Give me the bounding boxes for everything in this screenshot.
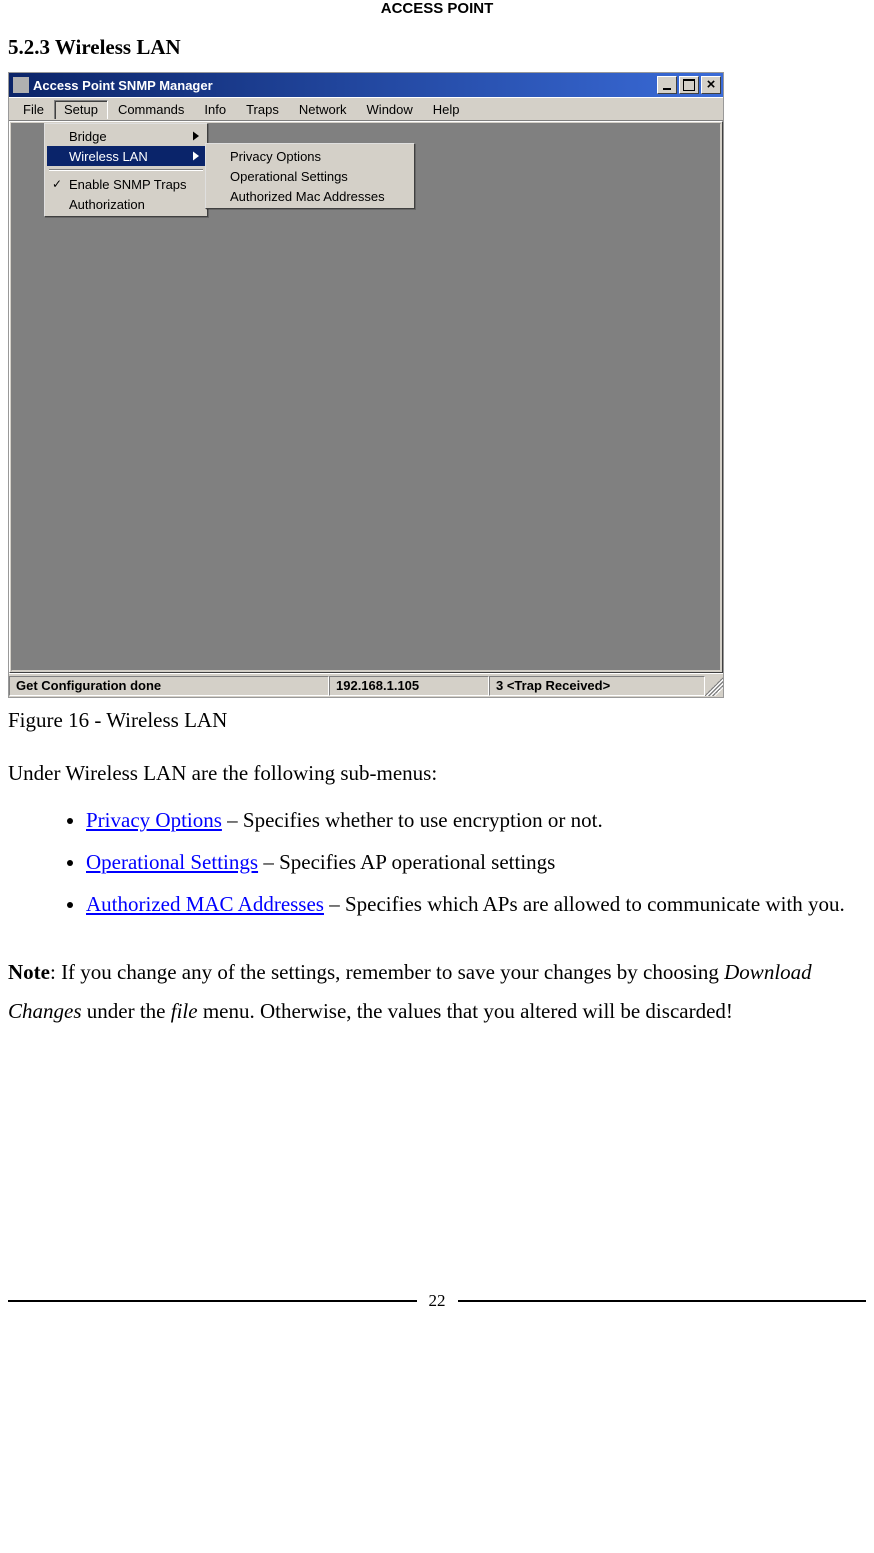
section-heading: 5.2.3 Wireless LAN bbox=[8, 35, 866, 60]
intro-text: Under Wireless LAN are the following sub… bbox=[8, 761, 866, 786]
window-title: Access Point SNMP Manager bbox=[33, 78, 657, 93]
menu-network[interactable]: Network bbox=[289, 100, 357, 119]
menuitem-label: Authorized Mac Addresses bbox=[230, 189, 385, 204]
menu-commands[interactable]: Commands bbox=[108, 100, 194, 119]
page-number: 22 bbox=[429, 1291, 446, 1311]
maximize-button[interactable] bbox=[679, 76, 699, 94]
status-ip: 192.168.1.105 bbox=[329, 676, 489, 696]
menu-window[interactable]: Window bbox=[357, 100, 423, 119]
link-authorized-mac-addresses[interactable]: Authorized MAC Addresses bbox=[86, 892, 324, 916]
menuitem-authorization[interactable]: Authorization bbox=[47, 194, 205, 214]
list-item: Operational Settings – Specifies AP oper… bbox=[86, 844, 866, 882]
statusbar: Get Configuration done 192.168.1.105 3 <… bbox=[9, 673, 723, 697]
list-item: Authorized MAC Addresses – Specifies whi… bbox=[86, 886, 866, 924]
menuitem-label: Privacy Options bbox=[230, 149, 321, 164]
submenu-arrow-icon bbox=[193, 132, 199, 141]
page-header: ACCESS POINT bbox=[8, 0, 866, 35]
close-button[interactable] bbox=[701, 76, 721, 94]
menubar: File Setup Commands Info Traps Network W… bbox=[9, 97, 723, 121]
menu-help[interactable]: Help bbox=[423, 100, 470, 119]
list-text: – Specifies which APs are allowed to com… bbox=[324, 892, 845, 916]
resize-grip-icon[interactable] bbox=[705, 676, 723, 696]
note-text: under the bbox=[82, 999, 171, 1023]
window-controls bbox=[657, 76, 721, 94]
client-frame: Bridge Wireless LAN ✓ Enabl bbox=[9, 121, 723, 673]
list-text: – Specifies whether to use encryption or… bbox=[222, 808, 603, 832]
window-titlebar: Access Point SNMP Manager bbox=[9, 73, 723, 97]
menu-file[interactable]: File bbox=[13, 100, 54, 119]
menuitem-label: Operational Settings bbox=[230, 169, 348, 184]
screenshot-window: Access Point SNMP Manager File Setup Com… bbox=[8, 72, 724, 698]
menuitem-label: Wireless LAN bbox=[69, 149, 148, 164]
menu-traps[interactable]: Traps bbox=[236, 100, 289, 119]
mdi-client-area: Bridge Wireless LAN ✓ Enabl bbox=[12, 124, 720, 670]
footer-rule bbox=[8, 1300, 417, 1302]
menuitem-label: Authorization bbox=[69, 197, 145, 212]
list-item: Privacy Options – Specifies whether to u… bbox=[86, 802, 866, 840]
status-message: Get Configuration done bbox=[9, 676, 329, 696]
link-privacy-options[interactable]: Privacy Options bbox=[86, 808, 222, 832]
app-icon bbox=[13, 77, 29, 93]
list-text: – Specifies AP operational settings bbox=[258, 850, 555, 874]
submenu-operational-settings[interactable]: Operational Settings bbox=[208, 166, 412, 186]
submenu-privacy-options[interactable]: Privacy Options bbox=[208, 146, 412, 166]
menuitem-label: Bridge bbox=[69, 129, 107, 144]
menuitem-enable-snmp-traps[interactable]: ✓ Enable SNMP Traps bbox=[47, 174, 205, 194]
menu-separator bbox=[49, 169, 203, 171]
check-icon: ✓ bbox=[52, 177, 62, 191]
note-text: menu. Otherwise, the values that you alt… bbox=[198, 999, 733, 1023]
submenu-arrow-icon bbox=[193, 152, 199, 161]
link-operational-settings[interactable]: Operational Settings bbox=[86, 850, 258, 874]
note-italic: file bbox=[171, 999, 198, 1023]
menu-setup[interactable]: Setup bbox=[54, 100, 108, 119]
status-trap: 3 <Trap Received> bbox=[489, 676, 705, 696]
minimize-button[interactable] bbox=[657, 76, 677, 94]
footer-rule bbox=[458, 1300, 867, 1302]
note-text: : If you change any of the settings, rem… bbox=[50, 960, 724, 984]
menu-info[interactable]: Info bbox=[194, 100, 236, 119]
submenu-list: Privacy Options – Specifies whether to u… bbox=[8, 802, 866, 923]
page-footer: 22 bbox=[8, 1291, 866, 1315]
menuitem-wireless-lan[interactable]: Wireless LAN bbox=[47, 146, 205, 166]
wireless-lan-submenu: Privacy Options Operational Settings Aut… bbox=[205, 143, 415, 209]
note-bold: Note bbox=[8, 960, 50, 984]
submenu-authorized-mac-addresses[interactable]: Authorized Mac Addresses bbox=[208, 186, 412, 206]
setup-dropdown: Bridge Wireless LAN ✓ Enabl bbox=[44, 123, 208, 217]
note-paragraph: Note: If you change any of the settings,… bbox=[8, 953, 866, 1031]
menuitem-bridge[interactable]: Bridge bbox=[47, 126, 205, 146]
figure-caption: Figure 16 - Wireless LAN bbox=[8, 708, 866, 733]
menuitem-label: Enable SNMP Traps bbox=[69, 177, 187, 192]
